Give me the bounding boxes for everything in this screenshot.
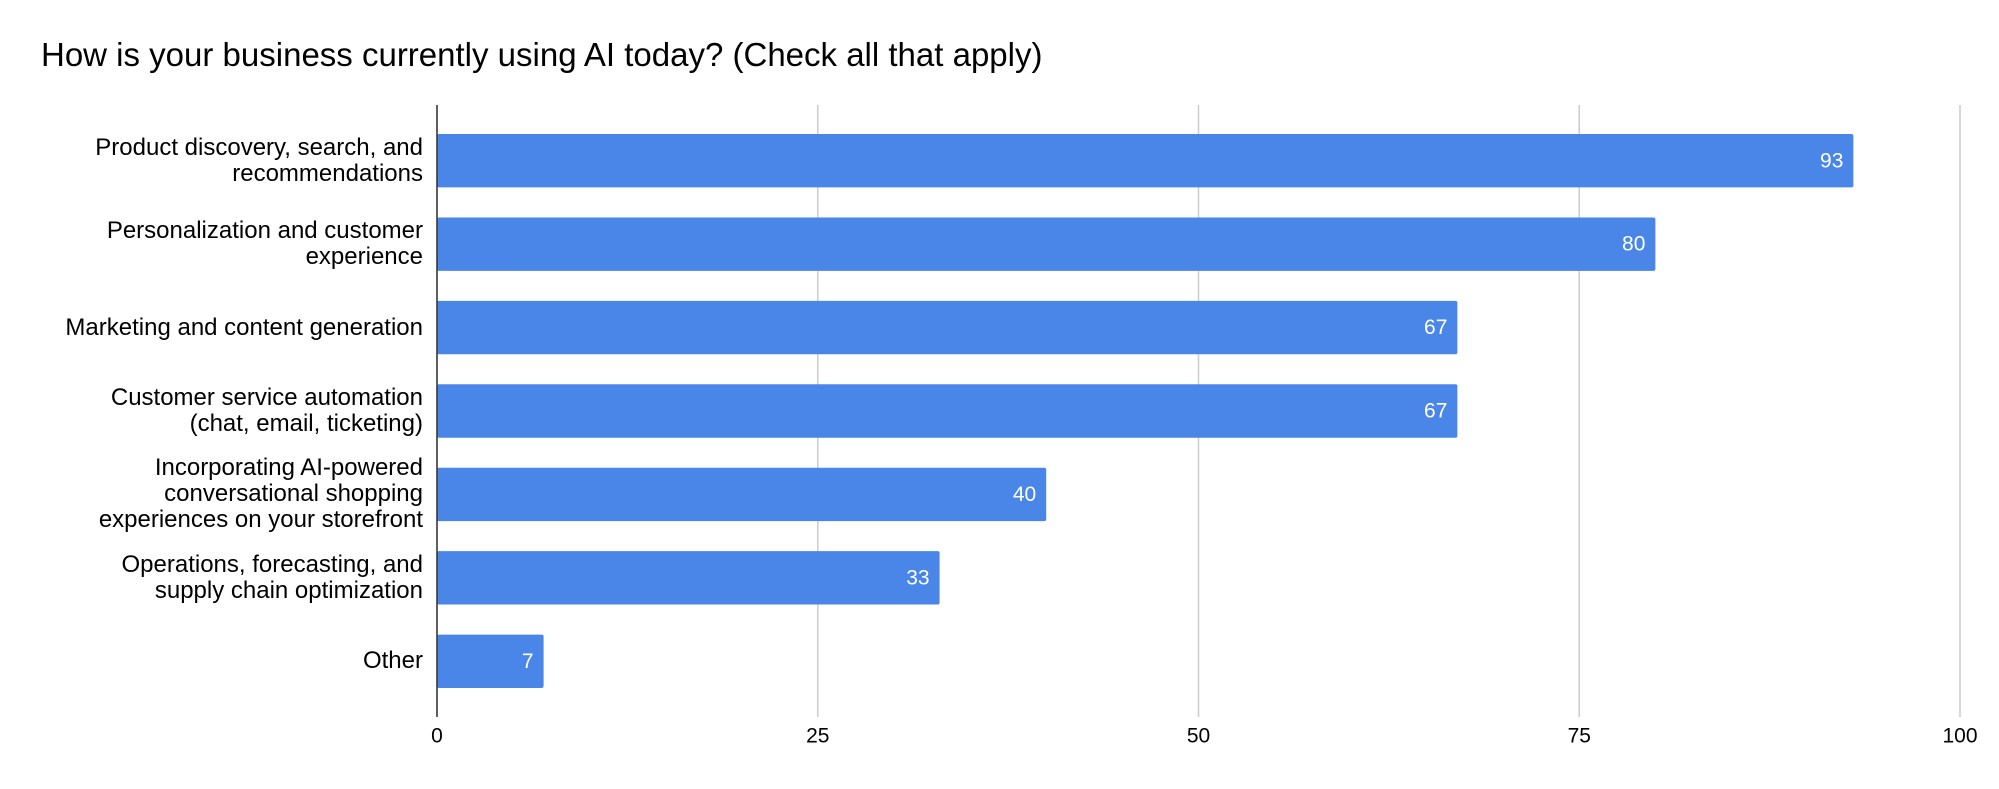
x-tick-label: 25 — [806, 725, 829, 748]
value-label: 33 — [906, 566, 929, 589]
x-tick-label: 100 — [1942, 725, 1977, 748]
x-tick-label: 75 — [1568, 725, 1591, 748]
bar — [437, 634, 544, 688]
y-tick-label: Other — [362, 647, 423, 675]
bar — [437, 551, 940, 605]
value-label: 67 — [1424, 316, 1447, 339]
bar — [437, 384, 1458, 438]
value-label: 7 — [522, 650, 534, 673]
x-tick-label: 50 — [1187, 725, 1210, 748]
value-label: 67 — [1424, 400, 1447, 423]
value-label: 80 — [1622, 233, 1645, 256]
y-tick-label: Marketing and content generation — [65, 313, 423, 341]
y-tick-label: Operations, forecasting, and supply chai… — [121, 550, 423, 604]
y-tick-label: Product discovery, search, and recommend… — [95, 133, 423, 187]
y-tick-label: Personalization and customer experience — [106, 217, 423, 271]
bar — [437, 134, 1854, 188]
bar — [437, 467, 1047, 522]
x-tick-label: 0 — [431, 725, 443, 748]
value-label: 40 — [1013, 483, 1036, 506]
y-tick-label: Incorporating AI-powered conversational … — [98, 454, 423, 534]
value-label: 93 — [1820, 149, 1843, 172]
bar — [437, 217, 1656, 271]
chart-title: How is your business currently using AI … — [41, 36, 1043, 73]
y-tick-label: Customer service automation (chat, email… — [110, 384, 423, 437]
bar — [437, 300, 1458, 355]
